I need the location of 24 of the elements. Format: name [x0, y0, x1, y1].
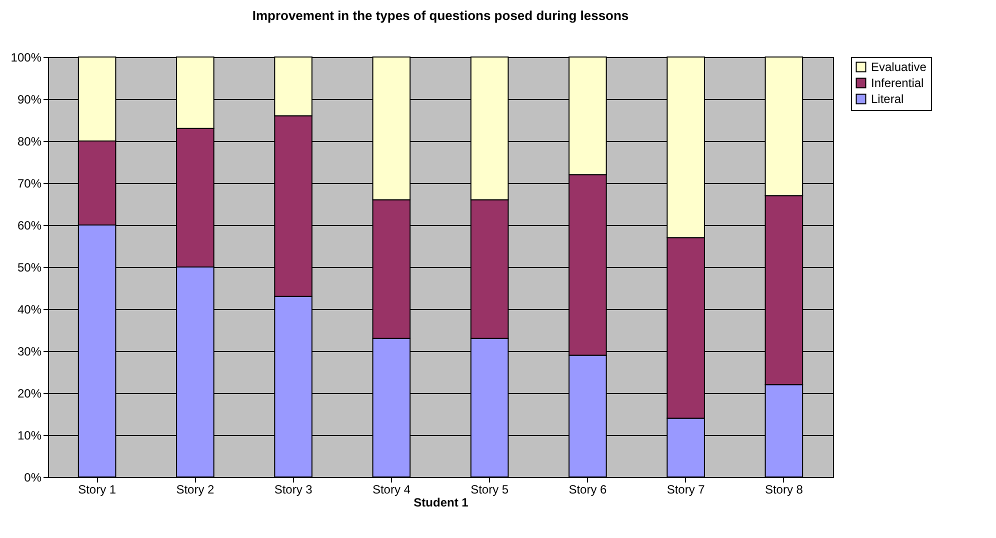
y-tick-label: 70% — [17, 176, 42, 190]
x-tick-label: Story 8 — [764, 482, 804, 496]
x-tick-label: Story 2 — [176, 482, 215, 496]
y-tick-label: 40% — [17, 302, 42, 316]
x-tick-label: Story 3 — [274, 482, 313, 496]
x-tick-label: Story 6 — [568, 482, 608, 496]
y-tick-label: 90% — [17, 92, 42, 106]
x-tick-label: Story 4 — [372, 482, 411, 496]
x-axis-title: Student 1 — [414, 496, 469, 510]
y-tick-label: 30% — [17, 344, 42, 358]
x-tick-label: Story 5 — [470, 482, 509, 496]
legend-label: Literal — [871, 92, 904, 106]
x-tick-label: Story 1 — [78, 482, 116, 496]
y-tick-label: 60% — [17, 218, 42, 232]
chart-title: Improvement in the types of questions posed during lessons — [252, 8, 629, 23]
legend-label: Evaluative — [871, 60, 927, 74]
y-tick-label: 0% — [24, 470, 42, 484]
y-tick-label: 10% — [17, 428, 42, 442]
y-tick-label: 20% — [17, 386, 42, 400]
y-tick-label: 100% — [10, 50, 42, 64]
legend-label: Inferential — [871, 76, 924, 90]
x-tick-label: Story 7 — [666, 482, 706, 496]
y-tick-label: 50% — [17, 260, 42, 274]
y-tick-label: 80% — [17, 134, 42, 148]
